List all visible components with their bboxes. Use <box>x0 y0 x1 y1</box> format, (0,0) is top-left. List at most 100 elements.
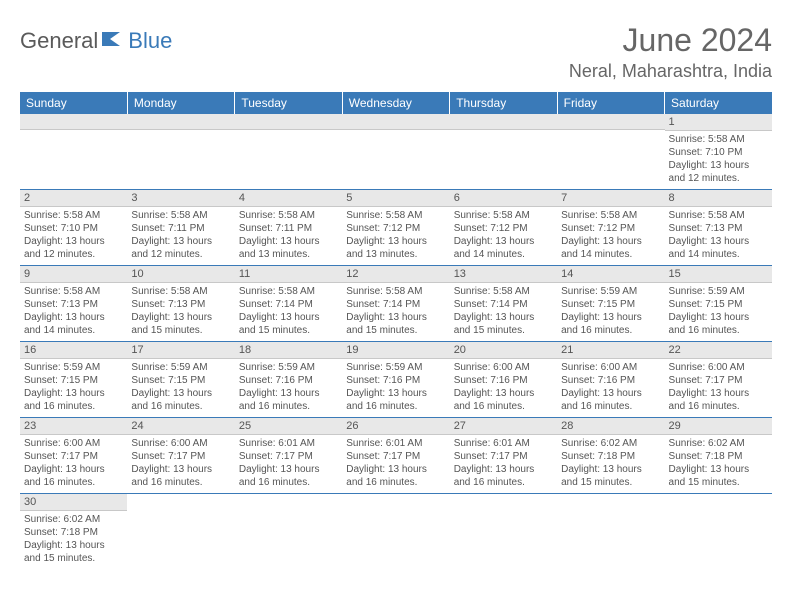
day-number: 3 <box>127 190 234 207</box>
day-number: 22 <box>665 342 772 359</box>
calendar-cell: 12Sunrise: 5:58 AMSunset: 7:14 PMDayligh… <box>342 266 449 342</box>
day-number: 16 <box>20 342 127 359</box>
day-number: 5 <box>342 190 449 207</box>
calendar-cell <box>557 494 664 570</box>
weekday-wednesday: Wednesday <box>342 92 449 114</box>
calendar-cell <box>342 114 449 190</box>
day-number: 26 <box>342 418 449 435</box>
calendar-head: SundayMondayTuesdayWednesdayThursdayFrid… <box>20 92 772 114</box>
calendar-cell <box>235 494 342 570</box>
calendar-cell: 4Sunrise: 5:58 AMSunset: 7:11 PMDaylight… <box>235 190 342 266</box>
day-number: 7 <box>557 190 664 207</box>
calendar-cell <box>557 114 664 190</box>
calendar-cell: 6Sunrise: 5:58 AMSunset: 7:12 PMDaylight… <box>450 190 557 266</box>
calendar-cell: 3Sunrise: 5:58 AMSunset: 7:11 PMDaylight… <box>127 190 234 266</box>
calendar-cell: 16Sunrise: 5:59 AMSunset: 7:15 PMDayligh… <box>20 342 127 418</box>
calendar-cell: 7Sunrise: 5:58 AMSunset: 7:12 PMDaylight… <box>557 190 664 266</box>
day-details: Sunrise: 5:59 AMSunset: 7:15 PMDaylight:… <box>557 283 664 341</box>
day-number: 28 <box>557 418 664 435</box>
calendar-table: SundayMondayTuesdayWednesdayThursdayFrid… <box>20 92 772 569</box>
day-number: 25 <box>235 418 342 435</box>
day-number: 13 <box>450 266 557 283</box>
day-details: Sunrise: 5:58 AMSunset: 7:14 PMDaylight:… <box>450 283 557 341</box>
calendar-cell <box>20 114 127 190</box>
day-number: 9 <box>20 266 127 283</box>
day-number: 27 <box>450 418 557 435</box>
calendar-cell: 23Sunrise: 6:00 AMSunset: 7:17 PMDayligh… <box>20 418 127 494</box>
calendar-cell: 11Sunrise: 5:58 AMSunset: 7:14 PMDayligh… <box>235 266 342 342</box>
calendar-cell <box>127 114 234 190</box>
calendar-cell <box>342 494 449 570</box>
day-number: 1 <box>665 114 772 131</box>
weekday-monday: Monday <box>127 92 234 114</box>
day-details: Sunrise: 6:01 AMSunset: 7:17 PMDaylight:… <box>450 435 557 493</box>
brand-logo: General Blue <box>20 22 172 54</box>
day-details: Sunrise: 5:58 AMSunset: 7:14 PMDaylight:… <box>342 283 449 341</box>
weekday-thursday: Thursday <box>450 92 557 114</box>
day-details: Sunrise: 5:58 AMSunset: 7:13 PMDaylight:… <box>127 283 234 341</box>
day-details: Sunrise: 6:01 AMSunset: 7:17 PMDaylight:… <box>235 435 342 493</box>
weekday-sunday: Sunday <box>20 92 127 114</box>
calendar-cell: 15Sunrise: 5:59 AMSunset: 7:15 PMDayligh… <box>665 266 772 342</box>
calendar-cell: 19Sunrise: 5:59 AMSunset: 7:16 PMDayligh… <box>342 342 449 418</box>
day-number: 11 <box>235 266 342 283</box>
calendar-cell: 1Sunrise: 5:58 AMSunset: 7:10 PMDaylight… <box>665 114 772 190</box>
calendar-cell: 30Sunrise: 6:02 AMSunset: 7:18 PMDayligh… <box>20 494 127 570</box>
day-number: 18 <box>235 342 342 359</box>
calendar-cell: 9Sunrise: 5:58 AMSunset: 7:13 PMDaylight… <box>20 266 127 342</box>
day-details: Sunrise: 5:58 AMSunset: 7:12 PMDaylight:… <box>450 207 557 265</box>
calendar-cell: 25Sunrise: 6:01 AMSunset: 7:17 PMDayligh… <box>235 418 342 494</box>
day-number: 10 <box>127 266 234 283</box>
day-details: Sunrise: 5:58 AMSunset: 7:13 PMDaylight:… <box>665 207 772 265</box>
calendar-cell <box>235 114 342 190</box>
calendar-cell: 17Sunrise: 5:59 AMSunset: 7:15 PMDayligh… <box>127 342 234 418</box>
day-number: 23 <box>20 418 127 435</box>
day-number: 8 <box>665 190 772 207</box>
calendar-cell: 29Sunrise: 6:02 AMSunset: 7:18 PMDayligh… <box>665 418 772 494</box>
day-details: Sunrise: 6:00 AMSunset: 7:17 PMDaylight:… <box>20 435 127 493</box>
day-details: Sunrise: 5:58 AMSunset: 7:11 PMDaylight:… <box>127 207 234 265</box>
day-number: 12 <box>342 266 449 283</box>
day-details: Sunrise: 6:00 AMSunset: 7:17 PMDaylight:… <box>127 435 234 493</box>
day-number: 20 <box>450 342 557 359</box>
calendar-cell: 2Sunrise: 5:58 AMSunset: 7:10 PMDaylight… <box>20 190 127 266</box>
calendar-cell: 21Sunrise: 6:00 AMSunset: 7:16 PMDayligh… <box>557 342 664 418</box>
calendar-cell: 26Sunrise: 6:01 AMSunset: 7:17 PMDayligh… <box>342 418 449 494</box>
day-details: Sunrise: 6:00 AMSunset: 7:16 PMDaylight:… <box>450 359 557 417</box>
day-details: Sunrise: 5:59 AMSunset: 7:15 PMDaylight:… <box>127 359 234 417</box>
calendar-cell: 28Sunrise: 6:02 AMSunset: 7:18 PMDayligh… <box>557 418 664 494</box>
day-details: Sunrise: 6:02 AMSunset: 7:18 PMDaylight:… <box>557 435 664 493</box>
calendar-cell: 13Sunrise: 5:58 AMSunset: 7:14 PMDayligh… <box>450 266 557 342</box>
calendar-cell <box>665 494 772 570</box>
calendar-cell <box>127 494 234 570</box>
day-details: Sunrise: 5:58 AMSunset: 7:13 PMDaylight:… <box>20 283 127 341</box>
day-details: Sunrise: 5:58 AMSunset: 7:10 PMDaylight:… <box>665 131 772 189</box>
day-number: 15 <box>665 266 772 283</box>
weekday-saturday: Saturday <box>665 92 772 114</box>
day-details: Sunrise: 5:59 AMSunset: 7:15 PMDaylight:… <box>665 283 772 341</box>
calendar-cell: 18Sunrise: 5:59 AMSunset: 7:16 PMDayligh… <box>235 342 342 418</box>
day-details: Sunrise: 6:00 AMSunset: 7:17 PMDaylight:… <box>665 359 772 417</box>
day-details: Sunrise: 5:58 AMSunset: 7:14 PMDaylight:… <box>235 283 342 341</box>
day-details: Sunrise: 6:00 AMSunset: 7:16 PMDaylight:… <box>557 359 664 417</box>
day-details: Sunrise: 5:58 AMSunset: 7:12 PMDaylight:… <box>342 207 449 265</box>
day-details: Sunrise: 5:59 AMSunset: 7:15 PMDaylight:… <box>20 359 127 417</box>
day-details: Sunrise: 6:01 AMSunset: 7:17 PMDaylight:… <box>342 435 449 493</box>
day-number: 17 <box>127 342 234 359</box>
calendar-cell: 20Sunrise: 6:00 AMSunset: 7:16 PMDayligh… <box>450 342 557 418</box>
calendar-cell: 22Sunrise: 6:00 AMSunset: 7:17 PMDayligh… <box>665 342 772 418</box>
flag-icon <box>102 30 124 53</box>
day-details: Sunrise: 5:59 AMSunset: 7:16 PMDaylight:… <box>235 359 342 417</box>
calendar-cell: 5Sunrise: 5:58 AMSunset: 7:12 PMDaylight… <box>342 190 449 266</box>
day-details: Sunrise: 5:58 AMSunset: 7:11 PMDaylight:… <box>235 207 342 265</box>
brand-word1: General <box>20 28 98 54</box>
month-title: June 2024 <box>569 22 772 59</box>
day-details: Sunrise: 5:58 AMSunset: 7:12 PMDaylight:… <box>557 207 664 265</box>
calendar-cell <box>450 114 557 190</box>
day-number: 14 <box>557 266 664 283</box>
day-details: Sunrise: 6:02 AMSunset: 7:18 PMDaylight:… <box>20 511 127 569</box>
calendar-cell: 10Sunrise: 5:58 AMSunset: 7:13 PMDayligh… <box>127 266 234 342</box>
title-block: June 2024 Neral, Maharashtra, India <box>569 22 772 82</box>
day-details: Sunrise: 6:02 AMSunset: 7:18 PMDaylight:… <box>665 435 772 493</box>
weekday-friday: Friday <box>557 92 664 114</box>
